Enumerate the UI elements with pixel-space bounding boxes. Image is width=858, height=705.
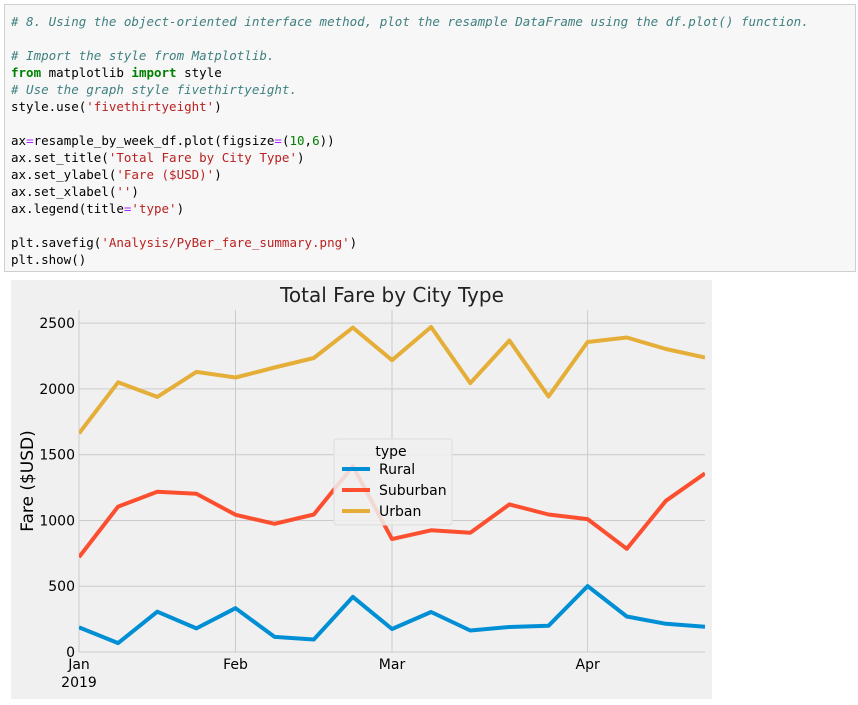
code-line: ax.legend(title='type') — [11, 200, 184, 217]
code-token: import — [131, 65, 177, 80]
code-token: '' — [116, 184, 132, 199]
code-token: , — [304, 133, 313, 148]
code-token: ax — [11, 133, 27, 148]
code-line: # Import the style from Matplotlib. — [11, 47, 274, 64]
series-line-rural — [79, 584, 705, 646]
code-line: ax.set_title('Total Fare by City Type') — [11, 149, 305, 166]
code-token: 'Total Fare by City Type' — [108, 150, 297, 165]
code-token: 'Analysis/PyBer_fare_summary.png' — [101, 235, 350, 250]
series-line-suburban — [79, 464, 705, 559]
code-line: style.use('fivethirtyeight') — [11, 98, 222, 115]
code-token: ) — [131, 184, 139, 199]
code-line: plt.savefig('Analysis/PyBer_fare_summary… — [11, 234, 357, 251]
code-token: = — [123, 201, 132, 216]
code-token: ax.set_ylabel( — [11, 167, 117, 182]
code-line: ax.set_xlabel('') — [11, 183, 139, 200]
code-token: ax.set_xlabel( — [11, 184, 117, 199]
x-tick-label: Mar — [379, 657, 406, 673]
y-tick-label: 0 — [66, 645, 75, 661]
legend-title: type — [375, 444, 406, 460]
chart-output: 0 500 1000 1500 2000 2500 Jan 2019 Feb Mar Apr Tota… — [11, 280, 712, 699]
code-token: ) — [176, 201, 185, 216]
code-line: # Use the graph style fivethirtyeight. — [11, 81, 297, 98]
code-token: ) — [297, 150, 305, 165]
code-token: 10 — [289, 133, 305, 148]
code-line: ax=resample_by_week_df.plot(figsize=(10,… — [11, 132, 335, 149]
code-token: ) — [349, 235, 358, 250]
series-line-urban — [79, 325, 705, 435]
code-token: # Import the style from Matplotlib. — [11, 48, 275, 63]
code-line: plt.show() — [11, 251, 86, 268]
code-token: # 8. Using the object-oriented interface… — [11, 14, 809, 29]
x-tick-label: Jan — [67, 657, 90, 673]
legend-label: Urban — [379, 504, 421, 520]
code-token: from — [11, 65, 42, 80]
code-token: ( — [281, 133, 290, 148]
code-token: matplotlib — [41, 65, 132, 80]
code-cell[interactable]: # 8. Using the object-oriented interface… — [4, 4, 856, 272]
code-token: ax.set_title( — [11, 150, 109, 165]
x-tick-sublabel: 2019 — [61, 675, 97, 691]
code-line: from matplotlib import style — [11, 64, 222, 81]
code-token: 6 — [312, 133, 320, 148]
y-tick-label: 1000 — [39, 513, 75, 529]
code-token: resample_by_week_df.plot(figsize — [33, 133, 275, 148]
y-tick-label: 500 — [48, 579, 75, 595]
code-line: ax.set_ylabel('Fare ($USD)') — [11, 166, 222, 183]
code-token: 'Fare ($USD)' — [116, 167, 215, 182]
code-token: )) — [319, 133, 335, 148]
y-tick-label: 2000 — [39, 382, 75, 398]
y-axis-label: Fare ($USD) — [18, 430, 38, 532]
code-line: # 8. Using the object-oriented interface… — [11, 13, 809, 30]
code-token: plt.savefig( — [11, 235, 102, 250]
code-token: = — [26, 133, 34, 148]
legend-label: Rural — [379, 462, 415, 478]
code-token: = — [274, 133, 282, 148]
code-token: style.use( — [11, 99, 87, 114]
code-token: ax.legend(title — [11, 201, 124, 216]
legend-label: Suburban — [379, 483, 447, 499]
y-tick-label: 1500 — [39, 448, 75, 464]
y-tick-label: 2500 — [39, 316, 75, 332]
x-tick-label: Feb — [223, 657, 248, 673]
code-token: plt.show() — [11, 252, 87, 267]
code-token: ) — [214, 167, 222, 182]
code-token: 'type' — [131, 201, 177, 216]
code-token: ) — [214, 99, 222, 114]
line-chart: 0 500 1000 1500 2000 2500 Jan 2019 Feb Mar Apr Tota… — [11, 280, 712, 699]
code-token: # Use the graph style fivethirtyeight. — [11, 82, 297, 97]
code-token: style — [176, 65, 222, 80]
legend-box — [333, 438, 453, 526]
code-token: 'fivethirtyeight' — [86, 99, 215, 114]
x-tick-label: Apr — [576, 657, 600, 673]
chart-title: Total Fare by City Type — [279, 283, 504, 307]
